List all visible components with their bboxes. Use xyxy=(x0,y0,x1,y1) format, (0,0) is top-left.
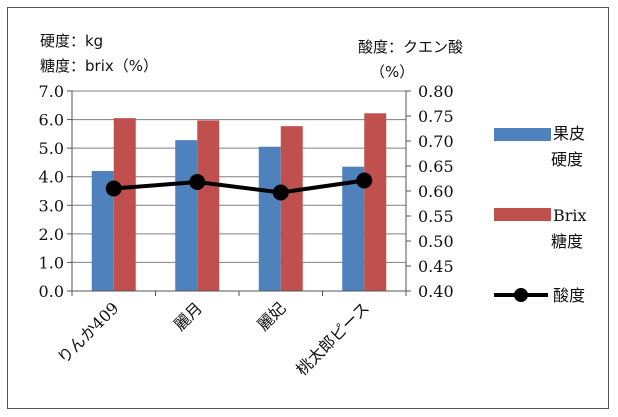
legend-brix-line1: Brix xyxy=(553,206,587,225)
legend-swatch-brix xyxy=(494,208,551,221)
bar-brix xyxy=(113,118,136,292)
left-tick-label: 6.0 xyxy=(39,111,64,130)
bar-hardness xyxy=(342,166,365,291)
acidity-point xyxy=(105,180,122,197)
right-tick-label: 0.75 xyxy=(418,107,454,126)
bar-brix xyxy=(280,126,303,292)
acidity-line-path xyxy=(113,178,365,195)
x-tick-label: 桃太郎ピース xyxy=(292,298,373,379)
x-tick-label: りんか409 xyxy=(54,298,123,367)
right-axis-label-line1: 酸度：クエン酸 xyxy=(358,38,463,56)
legend-acidity: 酸度 xyxy=(553,286,585,305)
bar-hardness xyxy=(258,146,281,291)
left-axis-label-line2: 糖度：brix（%） xyxy=(40,57,158,75)
left-tick-label: 1.0 xyxy=(39,253,64,272)
acidity-point xyxy=(272,184,289,201)
legend-acidity-marker xyxy=(514,288,528,302)
legend-hardness-line2: 硬度 xyxy=(551,150,583,169)
left-axis-ticks: 0.0 1.0 2.0 3.0 4.0 5.0 6.0 7.0 xyxy=(39,82,72,301)
left-tick-label: 7.0 xyxy=(39,82,64,101)
left-tick-label: 4.0 xyxy=(39,168,64,187)
legend-hardness-line1: 果皮 xyxy=(553,124,585,143)
right-tick-label: 0.80 xyxy=(418,82,454,101)
acidity-point xyxy=(356,172,373,189)
x-tick-label: 麗妃 xyxy=(254,298,290,334)
legend-swatch-hardness xyxy=(494,128,551,141)
legend-brix-line2: 糖度 xyxy=(551,232,583,251)
chart-canvas: 硬度：kg 糖度：brix（%） 酸度：クエン酸 （%） 0.0 1.0 2.0 3.… xyxy=(39,32,587,379)
left-tick-label: 3.0 xyxy=(39,196,64,215)
right-tick-label: 0.60 xyxy=(418,182,454,201)
bar-hardness xyxy=(91,171,114,291)
left-axis-label-line1: 硬度：kg xyxy=(40,32,103,50)
right-tick-label: 0.40 xyxy=(418,282,454,301)
acidity-line xyxy=(105,172,373,201)
acidity-point xyxy=(189,174,206,190)
bar-hardness xyxy=(175,140,198,291)
chart-frame: 硬度：kg 糖度：brix（%） 酸度：クエン酸 （%） 0.0 1.0 2.0 3.… xyxy=(7,7,609,409)
right-tick-label: 0.50 xyxy=(418,232,454,251)
right-tick-label: 0.55 xyxy=(418,207,454,226)
left-tick-label: 0.0 xyxy=(39,282,64,301)
right-tick-label: 0.65 xyxy=(418,157,454,176)
bar-brix xyxy=(197,120,220,291)
x-tick-label: 麗月 xyxy=(170,298,206,334)
right-tick-label: 0.45 xyxy=(418,257,454,276)
right-axis-ticks: 0.40 0.45 0.50 0.55 0.60 0.65 0.70 0.75 0.80 xyxy=(406,82,454,301)
right-tick-label: 0.70 xyxy=(418,132,454,151)
right-axis-label-line2: （%） xyxy=(370,63,414,81)
bars xyxy=(91,113,387,292)
legend: 果皮 硬度 Brix 糖度 酸度 xyxy=(494,124,587,305)
x-axis-labels: りんか409 麗月 麗妃 桃太郎ピース xyxy=(54,298,373,379)
left-tick-label: 5.0 xyxy=(39,139,64,158)
left-tick-label: 2.0 xyxy=(39,225,64,244)
bar-brix xyxy=(364,113,387,292)
